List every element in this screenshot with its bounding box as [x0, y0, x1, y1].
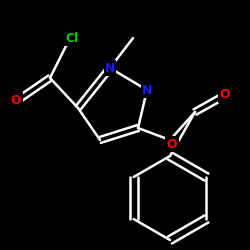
- Text: O: O: [167, 138, 177, 150]
- Text: N: N: [105, 62, 115, 74]
- Text: Cl: Cl: [66, 32, 78, 44]
- Text: O: O: [11, 94, 21, 106]
- Text: O: O: [220, 88, 230, 102]
- Text: N: N: [142, 84, 152, 96]
